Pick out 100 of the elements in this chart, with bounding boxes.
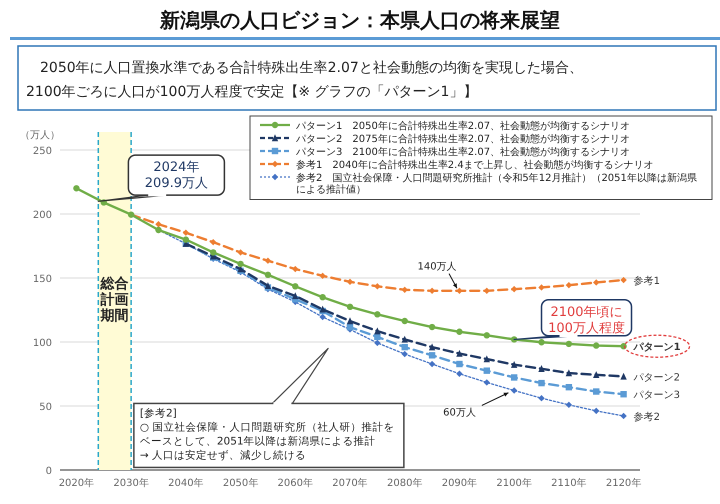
- point: [374, 327, 381, 334]
- point: [402, 336, 408, 343]
- point: [456, 350, 463, 357]
- point: [620, 391, 627, 398]
- y-tick-label: 150: [32, 274, 52, 285]
- point: [73, 185, 80, 192]
- annotation: 2024年 209.9万人: [144, 160, 208, 192]
- annotation: 2100年頃に 100万人程度: [548, 304, 625, 336]
- point: [402, 318, 408, 324]
- point: [264, 272, 272, 278]
- point: [292, 266, 298, 272]
- x-tick-label: 2120年: [606, 477, 642, 489]
- point: [319, 272, 326, 280]
- point: [484, 355, 490, 362]
- point: [593, 371, 600, 378]
- x-tick-label: 2100年: [496, 477, 532, 489]
- point: [593, 388, 600, 395]
- point: [538, 284, 545, 291]
- legend-label: 参考2 国立社会保障・人口問題研究所推計（令和5年12月推計）（2051年以降は新潟県による推計値）: [296, 172, 697, 196]
- point: [346, 317, 354, 324]
- annotation: パターン3: [632, 390, 680, 402]
- x-tick-label: 2070年: [332, 477, 368, 489]
- point: [428, 360, 436, 368]
- point: [182, 236, 190, 243]
- x-tick-label: 2090年: [442, 477, 478, 489]
- y-tick-label: 100: [32, 338, 52, 349]
- annotation: パターン2: [632, 372, 680, 384]
- point: [292, 292, 298, 300]
- point: [566, 402, 572, 408]
- point: [210, 238, 216, 246]
- y-axis-title: （万人）: [20, 130, 60, 141]
- point: [620, 276, 627, 284]
- legend-label: 参考1 2040年に合計特殊出生率2.4まで上昇し、社会動態が均衡するシナリオ: [296, 159, 654, 171]
- point: [374, 311, 381, 318]
- x-tick-label: 2050年: [222, 477, 258, 489]
- point: [402, 286, 408, 293]
- point: [237, 249, 244, 256]
- legend-label: パターン2 2075年に合計特殊出生率2.07、社会動態が均衡するシナリオ: [295, 133, 630, 145]
- point: [538, 339, 545, 346]
- y-tick-label: 250: [32, 146, 52, 157]
- point: [428, 343, 436, 350]
- y-tick-label: 0: [46, 466, 52, 477]
- annotation: 参考2: [634, 410, 660, 423]
- chart-title: 新潟県の人口ビジョン：本県人口の将来展望: [159, 8, 560, 32]
- point: [402, 350, 408, 358]
- x-tick-label: 2020年: [58, 477, 94, 489]
- point: [402, 344, 408, 350]
- point: [484, 332, 490, 339]
- point: [346, 304, 354, 310]
- x-tick-label: 2110年: [551, 477, 587, 489]
- point: [510, 360, 518, 368]
- point: [538, 380, 545, 386]
- point: [319, 314, 326, 320]
- point: [484, 367, 490, 374]
- point: [456, 288, 463, 294]
- x-tick-label: 2080年: [386, 477, 422, 489]
- point: [456, 370, 463, 377]
- point: [210, 249, 216, 256]
- point: [374, 283, 381, 290]
- point: [456, 360, 463, 368]
- point: [428, 288, 436, 294]
- point: [346, 278, 354, 286]
- point: [620, 412, 627, 420]
- point: [484, 379, 490, 386]
- x-tick-label: 2040年: [168, 477, 204, 489]
- annotation: パターン1: [632, 342, 681, 354]
- band-label: 総合計画期間: [100, 276, 129, 324]
- point: [566, 282, 572, 288]
- point: [237, 260, 244, 268]
- annotation: 参考1: [634, 275, 660, 288]
- point: [428, 352, 436, 359]
- point: [566, 384, 572, 390]
- annotation: 140万人: [417, 262, 457, 273]
- point: [510, 387, 518, 394]
- point: [566, 340, 572, 348]
- annotation: 60万人: [443, 407, 476, 418]
- annotation: [参考2] ○ 国立社会保障・人口問題研究所（社人研）推計をベースとして、2051年以降は新潟県による推計 → 人口は安定せず、減少し続ける: [140, 406, 394, 462]
- chart-subtitle: 2050年に人口置換水準である合計特殊出生率2.07と社会動態の均衡を実現した場合、 2100年ごろに人口が100万人程度で安定【※ グラフの「パターン1」】: [26, 60, 583, 100]
- y-tick-label: 200: [32, 210, 52, 221]
- point: [593, 342, 600, 349]
- point: [510, 286, 518, 292]
- point: [346, 324, 354, 330]
- point: [319, 294, 326, 300]
- point: [428, 324, 436, 330]
- x-tick-label: 2030年: [113, 477, 149, 489]
- legend-label: パターン1 2050年に合計特殊出生率2.07、社会動態が均衡するシナリオ: [295, 120, 630, 132]
- point: [456, 328, 463, 335]
- point: [538, 365, 545, 372]
- point: [566, 369, 572, 376]
- point: [510, 374, 518, 381]
- x-tick-label: 2060年: [278, 477, 314, 489]
- legend-label: パターン3 2100年に合計特殊出生率2.07、社会動態が均衡するシナリオ: [295, 146, 630, 158]
- point: [538, 394, 545, 402]
- point: [374, 340, 381, 346]
- point: [264, 258, 272, 264]
- y-tick-label: 50: [39, 402, 52, 413]
- point: [593, 279, 600, 286]
- point: [292, 283, 298, 290]
- point: [620, 372, 627, 380]
- point: [182, 229, 190, 236]
